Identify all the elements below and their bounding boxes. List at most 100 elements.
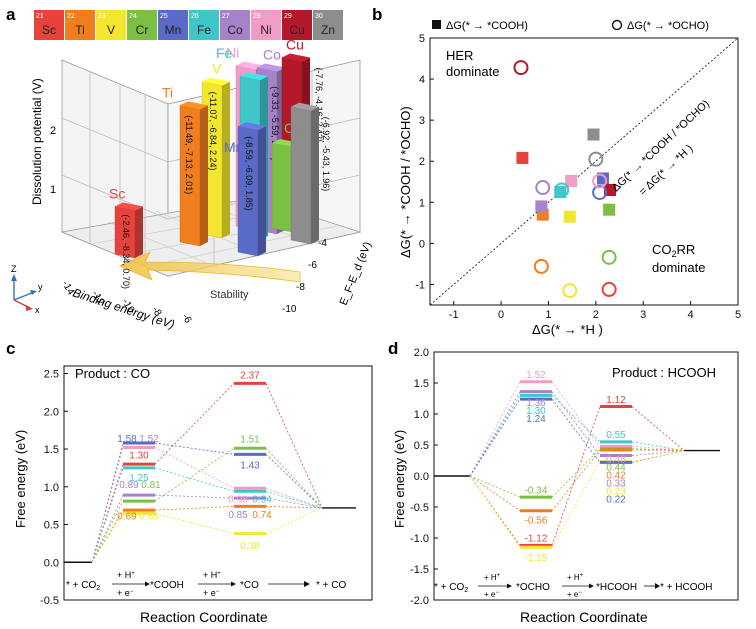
- c-label-end: * + CO: [316, 580, 347, 591]
- d-plot-ytick-label: 2.0: [414, 347, 429, 359]
- d-plot-ytick-label: -1.0: [410, 533, 429, 545]
- ocho-point-zn: [588, 151, 604, 167]
- element-number-ti: 22: [67, 13, 75, 20]
- d-plot-ytick-label: 1.0: [414, 409, 429, 421]
- element-symbol-mn: Mn: [165, 23, 182, 37]
- c-s2-label: 2.37: [240, 371, 260, 382]
- ocho-point-ni: [592, 173, 608, 189]
- bar-top-ti: [180, 101, 208, 110]
- bar-value-label-sc: (-2.46, -8.34, 0.70): [121, 214, 131, 289]
- c-plot-connector-v: [91, 512, 124, 563]
- c-plot-connector-mn: [154, 442, 235, 455]
- panel-c: c -0.5 0.0 0.5 1.0 1.5 2.0 2.5 1.58 1.52 1.30 1.25…: [6, 339, 373, 625]
- b-ytick-label: -1: [415, 279, 425, 291]
- bar-value-label-mn: (-8.59, -6.09, 1.85): [244, 136, 254, 211]
- c-s2-label: 0.94: [252, 494, 272, 505]
- d-arrow-3: [644, 583, 660, 589]
- panel-letter-c: c: [6, 339, 15, 358]
- bar-side-mn: [258, 126, 266, 256]
- cooh-point-co: [535, 200, 548, 213]
- b-xtick-label: 1: [545, 309, 551, 321]
- c-s1-label: 0.89: [119, 480, 139, 491]
- cooh-point-ni: [565, 174, 578, 187]
- bar-value-label-zn: (-6.92, -5.43, 1.96): [321, 117, 331, 192]
- c-s2-label: 0.85: [228, 510, 248, 521]
- d-plot-connector-co: [631, 450, 685, 456]
- ocho-point-v: [562, 283, 578, 299]
- her-label-1: HER: [446, 48, 473, 63]
- bar-top-fe: [240, 72, 268, 81]
- element-tile-zn: [313, 10, 343, 40]
- panel-b-plot: -1 0 1 2 3 4 5 -1 0 1 2 3 4 5: [415, 33, 741, 321]
- her-label-2: dominate: [446, 64, 499, 79]
- element-tile-co: [220, 10, 250, 40]
- c-plot-connector-cr: [154, 447, 235, 502]
- c-plot-ytick-label: -0.5: [40, 595, 59, 607]
- d-plot-connector-v: [551, 461, 601, 548]
- bar-top-mn: [238, 122, 266, 131]
- bar-side-zn: [311, 106, 319, 244]
- d-s1-label: 1.36: [526, 398, 546, 409]
- d-plot-connector-cr: [469, 475, 521, 498]
- d-plot-connector-ni: [631, 445, 685, 451]
- c-plot-connector-co: [154, 494, 235, 499]
- panel-c-xlabel: Reaction Coordinate: [140, 609, 268, 625]
- element-symbol-cr: Cr: [136, 23, 149, 37]
- d-plot-connector-sc: [631, 406, 685, 451]
- c-plot-connector-fe: [91, 467, 124, 563]
- bar-symbol-co: Co: [263, 46, 281, 62]
- c-s2-label: 0.38: [240, 541, 260, 552]
- element-tile-cu: [282, 10, 312, 40]
- b-ytick-label: 1: [419, 197, 425, 209]
- axis-triad: Z y x: [11, 264, 43, 315]
- d-plot-connector-fe: [631, 441, 685, 451]
- panel-a-bars: (-11.07, -6.84, 2.24) V (-11.49, -7.13, 2.…: [109, 36, 331, 289]
- element-tile-cr: [127, 10, 157, 40]
- d-plot-connector-v: [631, 450, 685, 463]
- d-s2-label: 0.23: [606, 487, 626, 498]
- ocho-point-mn: [592, 184, 608, 200]
- bar-top-zn: [291, 102, 319, 111]
- c-s2-label: 1.51: [240, 435, 260, 446]
- c-plot-connector-mn: [265, 454, 323, 509]
- d-s1-label: 1.52: [526, 370, 546, 381]
- d-plot-connector-cr: [551, 448, 601, 498]
- svg-text:+ H+: + H+: [567, 573, 584, 582]
- d-label-int2: *HCOOH: [596, 582, 637, 593]
- element-symbol-zn: Zn: [321, 23, 335, 37]
- c-plot-connector-sc: [154, 383, 235, 465]
- c-label-int2: *CO: [240, 580, 259, 591]
- c-arrow-3: [268, 581, 310, 587]
- c-plot-connector-ni: [91, 447, 124, 563]
- d-s2-label: 0.42: [606, 470, 626, 481]
- d-s1-label: -1.15: [525, 553, 548, 564]
- svg-text:+ e−: + e−: [117, 588, 134, 598]
- element-number-co: 27: [222, 13, 230, 20]
- element-number-mn: 25: [160, 13, 168, 20]
- c-plot-connector-fe: [154, 467, 235, 492]
- bar-symbol-fe: Fe: [216, 45, 233, 61]
- element-number-fe: 26: [191, 13, 199, 20]
- panel-letter-b: b: [372, 5, 382, 24]
- c-plot-connector-cr: [91, 500, 124, 563]
- svg-text:+ e−: + e−: [484, 590, 499, 599]
- ocho-point-cu: [513, 60, 529, 76]
- panel-a-ytick-4: -10: [282, 304, 297, 315]
- panel-a-ylabel: E_F-E_d (eV): [338, 240, 374, 307]
- element-symbol-v: V: [107, 23, 115, 37]
- d-s1-label: -0.56: [525, 516, 548, 527]
- triad-z: Z: [11, 264, 17, 274]
- d-plot-connector-fe: [551, 395, 601, 443]
- c-plot-connector-v: [154, 512, 235, 534]
- d-plot-ytick-label: -2.0: [410, 595, 429, 607]
- element-tile-mn: [158, 10, 188, 40]
- ocho-point-sc: [601, 281, 617, 297]
- panel-c-plot: -0.50.00.51.01.52.02.51.58 1.521.301.250.…: [40, 365, 373, 607]
- bar-value-label-ti: (-11.49, -7.13, 2.01): [184, 115, 194, 194]
- b-xtick-label: 0: [498, 309, 504, 321]
- panel-d-ylabel: Free energy (eV): [392, 430, 407, 528]
- c-plot-connector-co: [91, 494, 124, 563]
- d-plot-ytick-label: -0.5: [410, 502, 429, 514]
- c-plot-connector-sc: [265, 383, 323, 509]
